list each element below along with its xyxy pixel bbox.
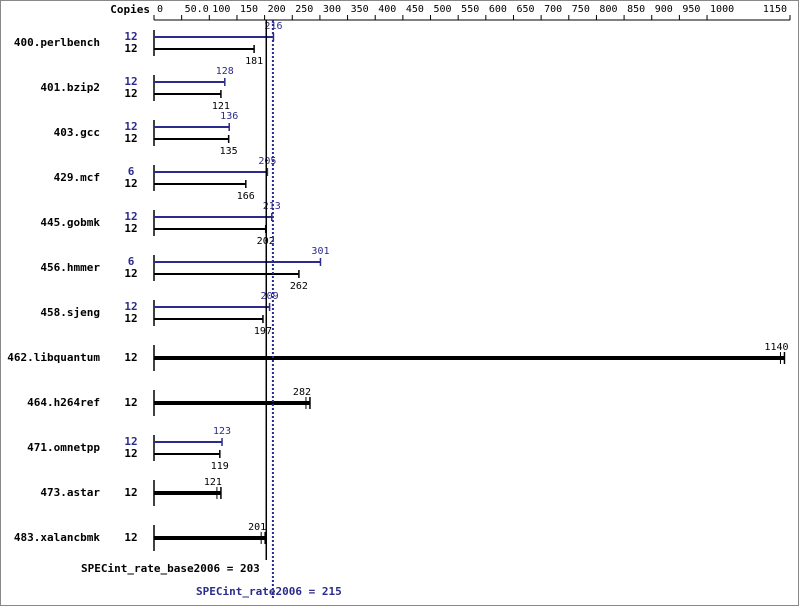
value-label: 1140 [764,342,788,353]
summary-label: SPECint_rate_base2006 = 203 [81,562,260,575]
benchmark-label: 456.hmmer [40,261,100,274]
copies-label: 12 [124,87,137,100]
copies-label: 12 [124,75,137,88]
x-tick-label: 450 [406,4,424,15]
copies-label: 12 [124,531,137,544]
copies-label: 12 [124,42,137,55]
x-tick-label: 750 [572,4,590,15]
copies-label: 12 [124,351,137,364]
x-tick-label: 100 [212,4,230,15]
x-tick-label: 700 [544,4,562,15]
copies-label: 12 [124,312,137,325]
value-label: 128 [216,66,234,77]
value-label: 205 [258,156,276,167]
bar [154,401,310,405]
copies-label: 12 [124,120,137,133]
value-label: 166 [237,191,255,202]
value-label: 121 [204,477,222,488]
x-tick-label: 150 [240,4,258,15]
summary-label: SPECint_rate2006 = 215 [196,585,342,598]
value-label: 301 [311,246,329,257]
benchmark-label: 400.perlbench [14,36,100,49]
x-tick-label: 600 [489,4,507,15]
copies-label: 12 [124,132,137,145]
value-label: 209 [261,291,279,302]
benchmark-label: 458.sjeng [40,306,100,319]
x-tick-label: 1000 [710,4,734,15]
benchmark-label: 401.bzip2 [40,81,100,94]
benchmark-label: 483.xalancbmk [14,531,100,544]
x-tick-label: 200 [268,4,286,15]
value-label: 181 [245,56,263,67]
x-tick-label: 800 [599,4,617,15]
benchmark-label: 429.mcf [54,171,100,184]
x-tick-label: 950 [682,4,700,15]
value-label: 136 [220,111,238,122]
copies-label: 12 [124,396,137,409]
value-label: 119 [211,461,229,472]
x-tick-label: 50.0 [185,4,209,15]
value-label: 135 [220,146,238,157]
value-label: 262 [290,281,308,292]
copies-label: 12 [124,222,137,235]
copies-label: 12 [124,486,137,499]
axis-label: Copies [110,3,150,16]
x-tick-label: 400 [378,4,396,15]
value-label: 213 [263,201,281,212]
benchmark-label: 464.h264ref [27,396,100,409]
x-tick-label: 1150 [763,4,787,15]
copies-label: 12 [124,30,137,43]
copies-label: 12 [124,435,137,448]
x-tick-label: 250 [295,4,313,15]
benchmark-label: 403.gcc [54,126,100,139]
x-tick-label: 0 [157,4,163,15]
x-tick-label: 550 [461,4,479,15]
x-tick-label: 900 [655,4,673,15]
benchmark-label: 445.gobmk [40,216,100,229]
x-tick-label: 300 [323,4,341,15]
value-label: 121 [212,101,230,112]
value-label: 282 [293,387,311,398]
copies-label: 6 [128,165,135,178]
x-tick-label: 350 [351,4,369,15]
value-label: 201 [248,522,266,533]
copies-label: 6 [128,255,135,268]
benchmark-label: 462.libquantum [7,351,100,364]
bar [154,356,785,360]
x-tick-label: 500 [434,4,452,15]
value-label: 123 [213,426,231,437]
bar [154,536,266,540]
value-label: 216 [264,21,282,32]
benchmark-label: 471.omnetpp [27,441,100,454]
copies-label: 12 [124,177,137,190]
copies-label: 12 [124,300,137,313]
copies-label: 12 [124,210,137,223]
benchmark-label: 473.astar [40,486,100,499]
copies-label: 12 [124,267,137,280]
copies-label: 12 [124,447,137,460]
bar [154,491,221,495]
value-label: 197 [254,326,272,337]
x-tick-label: 850 [627,4,645,15]
x-tick-label: 650 [516,4,534,15]
